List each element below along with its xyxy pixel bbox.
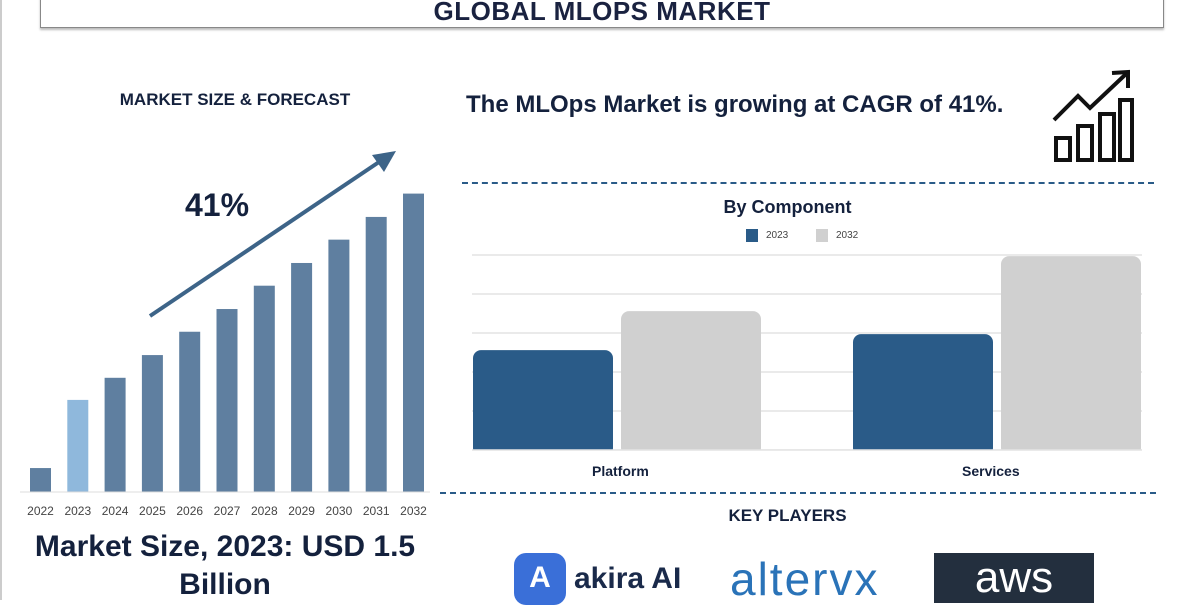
market-size-text: Market Size, 2023: USD 1.5 Billion xyxy=(34,530,416,601)
legend-label: 2023 xyxy=(766,230,789,241)
bar-2029 xyxy=(291,262,313,492)
x-tick-2029: 2029 xyxy=(288,504,315,518)
market-forecast-chart: 2022 2023 2024 2025 2026 2027 2028 2029 2030 2031… xyxy=(20,151,430,518)
akira-logo-text: akira AI xyxy=(574,562,682,595)
bar-services-2032 xyxy=(1001,256,1141,456)
x-tick-2026: 2026 xyxy=(176,504,203,518)
bar-platform-2032 xyxy=(621,311,761,456)
cagr-annotation: 41% xyxy=(185,187,250,223)
bar-2024 xyxy=(104,377,126,492)
x-tick-2031: 2031 xyxy=(363,504,390,518)
x-label-services: Services xyxy=(962,463,1020,479)
x-tick-2025: 2025 xyxy=(139,504,166,518)
logo-akira: A akira AI xyxy=(514,553,681,605)
bar-2027 xyxy=(216,309,238,492)
legend-2023: 2023 xyxy=(746,229,788,242)
cagr-headline: The MLOps Market is growing at CAGR of 4… xyxy=(466,91,1004,118)
x-tick-2023: 2023 xyxy=(64,504,91,518)
legend-2032: 2032 xyxy=(816,229,858,242)
growth-chart-icon xyxy=(1052,69,1134,162)
baseline-mask xyxy=(460,450,1160,460)
logo-aws: aws xyxy=(934,553,1094,603)
legend-label: 2032 xyxy=(836,230,859,241)
bar-2031 xyxy=(365,216,387,492)
bar-services-2023 xyxy=(853,334,993,456)
x-tick-2022: 2022 xyxy=(27,504,54,518)
market-size-title: MARKET SIZE & FORECAST xyxy=(119,90,351,109)
x-tick-2027: 2027 xyxy=(214,504,241,518)
x-tick-2032: 2032 xyxy=(400,504,427,518)
legend-swatch xyxy=(816,229,828,242)
key-players-title: KEY PLAYERS xyxy=(728,506,847,525)
x-tick-2024: 2024 xyxy=(102,504,129,518)
bar-2030 xyxy=(328,239,350,492)
bar-2028 xyxy=(253,285,275,492)
logo-altervx: altervx xyxy=(730,553,880,605)
title-banner: GLOBAL MLOPS MARKET xyxy=(40,0,1164,28)
page-title: GLOBAL MLOPS MARKET xyxy=(433,0,771,26)
bar-2023 xyxy=(67,399,89,492)
component-chart xyxy=(460,254,1160,460)
page-border xyxy=(0,0,2,600)
x-label-platform: Platform xyxy=(592,463,649,479)
divider xyxy=(462,182,1154,184)
bar-2025 xyxy=(141,355,163,492)
bar-2022 xyxy=(30,468,51,492)
bar-2032 xyxy=(403,193,424,492)
component-chart-title: By Component xyxy=(723,197,852,217)
legend-swatch xyxy=(746,229,758,242)
bar-platform-2023 xyxy=(473,350,613,456)
x-tick-2028: 2028 xyxy=(251,504,278,518)
divider xyxy=(440,492,1156,494)
x-tick-2030: 2030 xyxy=(326,504,353,518)
akira-logo-icon: A xyxy=(514,553,566,605)
growth-arrow-icon xyxy=(148,151,396,318)
bar-2026 xyxy=(179,331,201,492)
